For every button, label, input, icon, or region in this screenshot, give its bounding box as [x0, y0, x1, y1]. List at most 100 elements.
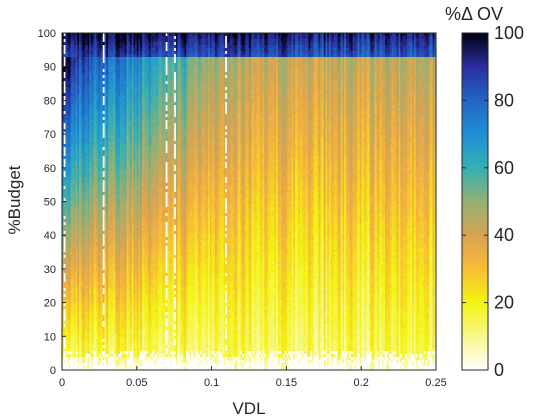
- heatmap-cell: [82, 123, 85, 126]
- heatmap-cell: [111, 273, 114, 276]
- heatmap-cell: [87, 222, 90, 225]
- heatmap-cell: [72, 186, 75, 189]
- heatmap-cell: [90, 285, 93, 288]
- heatmap-cell: [97, 327, 100, 330]
- heatmap-cell: [77, 231, 80, 234]
- heatmap-cell: [80, 81, 83, 84]
- heatmap-cell: [109, 63, 112, 66]
- heatmap-cell: [75, 336, 78, 339]
- heatmap-cell: [109, 339, 112, 342]
- heatmap-cell: [113, 330, 116, 333]
- heatmap-cell: [116, 231, 119, 234]
- heatmap-cell: [70, 69, 73, 72]
- heatmap-cell: [89, 87, 92, 90]
- heatmap-cell: [89, 171, 92, 174]
- heatmap-cell: [97, 321, 100, 324]
- heatmap-cell: [94, 228, 97, 231]
- heatmap-cell: [82, 201, 85, 204]
- heatmap-cell: [96, 210, 99, 213]
- heatmap-cell: [70, 303, 73, 306]
- heatmap-cell: [113, 123, 116, 126]
- heatmap-cell: [90, 213, 93, 216]
- heatmap-cell: [82, 147, 85, 150]
- heatmap-cell: [62, 189, 65, 192]
- heatmap-cell: [67, 321, 70, 324]
- heatmap-cell: [116, 87, 119, 90]
- heatmap-cell: [87, 129, 90, 132]
- heatmap-cell: [80, 357, 83, 360]
- heatmap-cell: [123, 33, 126, 36]
- heatmap-cell: [114, 225, 117, 228]
- heatmap-cell: [63, 282, 66, 285]
- heatmap-cell: [102, 210, 105, 213]
- heatmap-cell: [106, 186, 109, 189]
- heatmap-cell: [85, 246, 88, 249]
- heatmap-cell: [79, 276, 82, 279]
- heatmap-cell: [85, 156, 88, 159]
- heatmap-cell: [92, 120, 95, 123]
- heatmap-cell: [85, 219, 88, 222]
- heatmap-cell: [90, 150, 93, 153]
- heatmap-cell: [84, 225, 87, 228]
- heatmap-cell: [77, 285, 80, 288]
- heatmap-cell: [63, 180, 66, 183]
- heatmap-cell: [104, 84, 107, 87]
- heatmap-cell: [82, 273, 85, 276]
- heatmap-cell: [102, 195, 105, 198]
- heatmap-cell: [87, 207, 90, 210]
- heatmap-cell: [104, 174, 107, 177]
- heatmap-cell: [72, 189, 75, 192]
- heatmap-cell: [96, 141, 99, 144]
- heatmap-cell: [82, 135, 85, 138]
- heatmap-cell: [109, 204, 112, 207]
- heatmap-cell: [75, 219, 78, 222]
- heatmap-cell: [79, 201, 82, 204]
- heatmap-cell: [92, 237, 95, 240]
- heatmap-cell: [84, 165, 87, 168]
- heatmap-cell: [97, 354, 100, 357]
- heatmap-cell: [116, 222, 119, 225]
- heatmap-cell: [82, 120, 85, 123]
- heatmap-cell: [97, 186, 100, 189]
- heatmap-cell: [116, 156, 119, 159]
- heatmap-cell: [111, 33, 114, 36]
- heatmap-cell: [63, 303, 66, 306]
- heatmap-cell: [123, 207, 126, 210]
- heatmap-cell: [82, 327, 85, 330]
- heatmap-cell: [90, 303, 93, 306]
- heatmap-cell: [67, 114, 70, 117]
- heatmap-cell: [87, 36, 90, 39]
- heatmap-cell: [84, 54, 87, 57]
- heatmap-cell: [79, 258, 82, 261]
- heatmap-cell: [109, 78, 112, 81]
- heatmap-cell: [87, 333, 90, 336]
- heatmap-cell: [84, 108, 87, 111]
- heatmap-cell: [65, 345, 68, 348]
- heatmap-cell: [75, 78, 78, 81]
- heatmap-cell: [72, 99, 75, 102]
- heatmap-cell: [106, 63, 109, 66]
- heatmap-cell: [72, 219, 75, 222]
- heatmap-cell: [113, 120, 116, 123]
- heatmap-cell: [106, 216, 109, 219]
- heatmap-cell: [101, 297, 104, 300]
- heatmap-cell: [116, 282, 119, 285]
- heatmap-cell: [97, 273, 100, 276]
- heatmap-cell: [65, 366, 68, 369]
- heatmap-cell: [79, 195, 82, 198]
- heatmap-cell: [85, 183, 88, 186]
- heatmap-cell: [63, 66, 66, 69]
- heatmap-cell: [118, 69, 121, 72]
- heatmap-cell: [77, 45, 80, 48]
- heatmap-cell: [68, 102, 71, 105]
- heatmap-cell: [102, 258, 105, 261]
- heatmap-cell: [90, 90, 93, 93]
- heatmap-cell: [102, 57, 105, 60]
- heatmap-cell: [114, 306, 117, 309]
- heatmap-cell: [123, 285, 126, 288]
- heatmap-cell: [116, 267, 119, 270]
- heatmap-cell: [116, 276, 119, 279]
- heatmap-cell: [73, 237, 76, 240]
- heatmap-cell: [70, 81, 73, 84]
- heatmap-cell: [82, 72, 85, 75]
